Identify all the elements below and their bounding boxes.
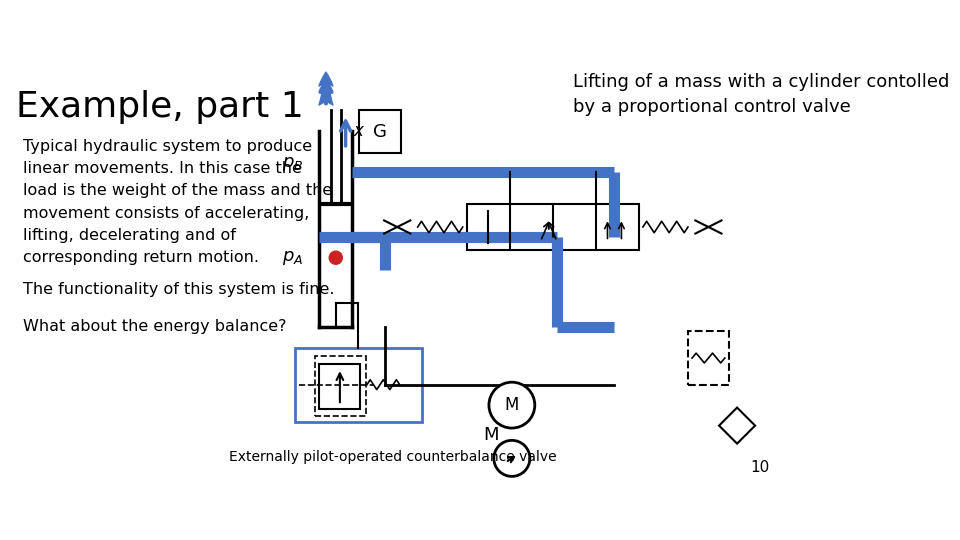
Text: G: G xyxy=(373,123,387,140)
Text: $p_A$: $p_A$ xyxy=(282,249,303,267)
Bar xyxy=(315,356,366,416)
Circle shape xyxy=(493,440,530,476)
Text: 10: 10 xyxy=(751,460,770,475)
Circle shape xyxy=(329,251,343,264)
Polygon shape xyxy=(719,408,756,444)
Text: What about the energy balance?: What about the energy balance? xyxy=(23,319,286,334)
Text: Lifting of a mass with a cylinder contolled
by a proportional control valve: Lifting of a mass with a cylinder contol… xyxy=(573,73,949,117)
Text: $p_B$: $p_B$ xyxy=(281,154,303,173)
Bar xyxy=(295,348,421,422)
Text: M: M xyxy=(483,426,498,443)
Bar xyxy=(359,110,401,153)
Bar xyxy=(688,332,729,384)
Text: Typical hydraulic system to produce
linear movements. In this case the
load is t: Typical hydraulic system to produce line… xyxy=(23,139,332,265)
Text: x: x xyxy=(354,122,364,140)
Text: Example, part 1: Example, part 1 xyxy=(15,90,303,124)
Text: Externally pilot-operated counterbalance valve: Externally pilot-operated counterbalance… xyxy=(229,450,557,464)
Text: The functionality of this system is fine.: The functionality of this system is fine… xyxy=(23,282,334,298)
Circle shape xyxy=(489,382,535,428)
Text: M: M xyxy=(505,396,519,414)
Bar xyxy=(320,364,360,409)
Bar xyxy=(467,205,638,249)
